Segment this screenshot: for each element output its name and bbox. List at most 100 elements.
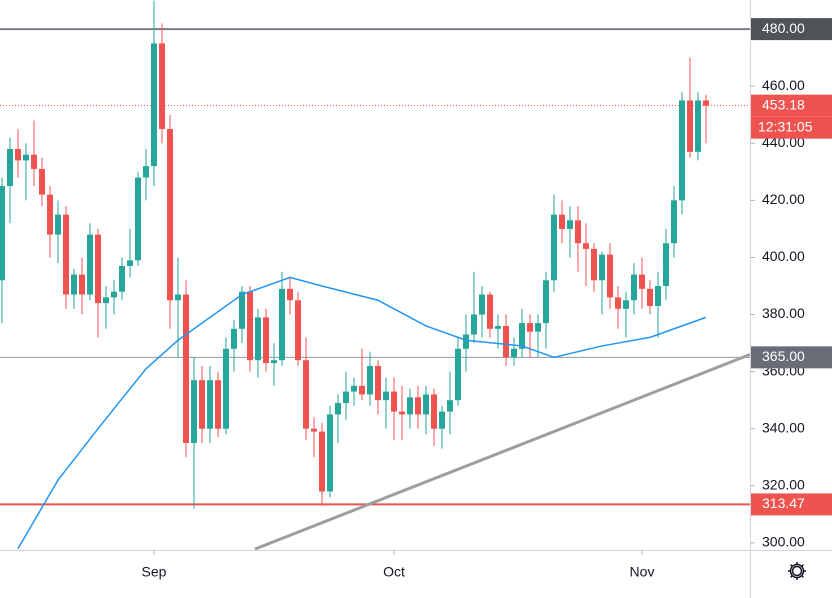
candle-body: [655, 285, 661, 306]
candle-body: [671, 200, 677, 244]
candle-body: [455, 348, 461, 401]
y-tick-label: 400.00: [762, 248, 805, 264]
y-tick-label: 320.00: [762, 476, 805, 492]
candle-body: [303, 360, 309, 429]
candle-body: [663, 243, 669, 286]
candle-body: [415, 397, 421, 415]
candle-body: [271, 360, 277, 364]
candle-body: [255, 317, 261, 361]
candle-body: [559, 214, 565, 229]
candle-body: [703, 100, 709, 106]
trendline: [254, 353, 751, 551]
candle-body: [335, 403, 341, 415]
candle-body: [231, 328, 237, 349]
price-label: 480.00: [762, 20, 805, 36]
y-tick-label: 420.00: [762, 191, 805, 207]
candle-body: [591, 248, 597, 281]
y-tick-label: 380.00: [762, 305, 805, 321]
price-label: 313.47: [762, 495, 805, 511]
x-tick-label: Nov: [630, 564, 655, 580]
candle-body: [367, 365, 373, 395]
candle-body: [95, 234, 101, 304]
candle-body: [615, 297, 621, 309]
y-tick-label: 460.00: [762, 77, 805, 93]
candle-body: [599, 254, 605, 281]
candle-body: [215, 380, 221, 429]
candle-body: [495, 325, 501, 329]
x-tick-label: Sep: [142, 564, 167, 580]
moving-average: [17, 276, 707, 549]
candle-body: [31, 154, 37, 169]
candle-body: [575, 220, 581, 244]
candle-body: [471, 314, 477, 335]
candle-body: [191, 380, 197, 443]
candle-body: [0, 186, 5, 281]
candle-body: [399, 411, 405, 415]
candle-body: [143, 166, 149, 178]
candle-body: [223, 348, 229, 429]
last-price-box: [751, 94, 832, 117]
candle-body: [327, 414, 333, 492]
candle-body: [135, 177, 141, 261]
settings-icon[interactable]: [788, 562, 806, 580]
candle-body: [263, 317, 269, 364]
candle-body: [111, 291, 117, 298]
price-label-box: [751, 493, 832, 516]
candle-body: [359, 385, 365, 395]
candle-body: [343, 391, 349, 404]
candle-body: [39, 168, 45, 195]
price-label-box: [751, 18, 832, 41]
candle-body: [383, 391, 389, 401]
candle-body: [23, 154, 29, 161]
y-tick-label: 300.00: [762, 534, 805, 550]
candle-body: [319, 431, 325, 492]
candle-body: [375, 365, 381, 401]
candle-body: [479, 294, 485, 315]
candle-body: [247, 291, 253, 361]
candle-body: [511, 348, 517, 358]
candle-body: [543, 280, 549, 324]
candle-body: [503, 325, 509, 358]
last-price-label: 453.18: [762, 96, 805, 112]
candle-body: [583, 243, 589, 249]
candle-body: [527, 323, 533, 332]
candle-body: [535, 323, 541, 332]
candle-body: [463, 334, 469, 349]
candle-body: [391, 391, 397, 412]
y-tick-label: 340.00: [762, 419, 805, 435]
candle-body: [407, 397, 413, 415]
candle-body: [239, 291, 245, 329]
candle-body: [207, 380, 213, 429]
price-label: 365.00: [762, 348, 805, 364]
candle-body: [423, 394, 429, 415]
candle-body: [351, 385, 357, 392]
candle-body: [631, 274, 637, 301]
candle-body: [287, 288, 293, 301]
candle-body: [71, 274, 77, 295]
candle-body: [519, 323, 525, 349]
candle-body: [551, 214, 557, 281]
x-tick-label: Oct: [383, 564, 405, 580]
candle-body: [439, 411, 445, 429]
candle-body: [159, 43, 165, 130]
candle-body: [175, 294, 181, 301]
candle-body: [127, 260, 133, 267]
candle-body: [55, 214, 61, 235]
candle-body: [623, 300, 629, 309]
candle-body: [695, 100, 701, 152]
candle-body: [47, 194, 53, 235]
plot-area: [0, 0, 751, 551]
countdown-box: [751, 116, 832, 139]
price-label-box: [751, 346, 832, 369]
candle-body: [295, 300, 301, 361]
candle-body: [311, 428, 317, 432]
candle-body: [679, 100, 685, 201]
candle-body: [119, 266, 125, 292]
candle-body: [63, 214, 69, 295]
candle-body: [199, 380, 205, 429]
candle-body: [639, 274, 645, 289]
candle-body: [167, 129, 173, 301]
